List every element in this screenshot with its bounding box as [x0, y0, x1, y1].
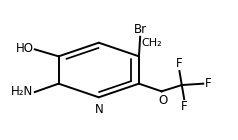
Text: F: F	[181, 100, 188, 113]
Text: F: F	[176, 57, 183, 70]
Text: H₂N: H₂N	[11, 85, 34, 98]
Text: HO: HO	[15, 42, 34, 55]
Text: N: N	[94, 103, 103, 116]
Text: O: O	[158, 94, 167, 107]
Text: Br: Br	[134, 23, 147, 36]
Text: F: F	[204, 77, 211, 90]
Text: CH₂: CH₂	[141, 38, 162, 48]
